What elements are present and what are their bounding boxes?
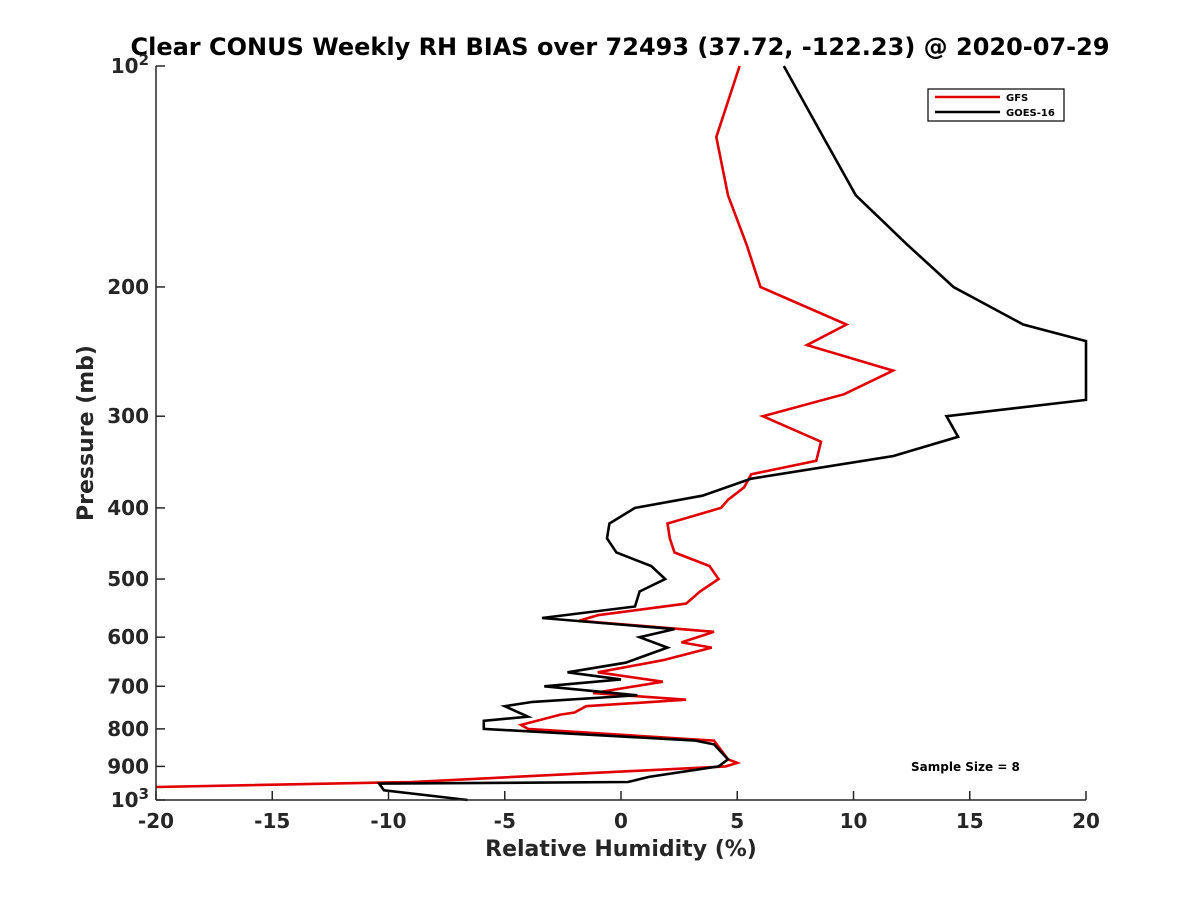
x-tick-label: 0 xyxy=(614,809,628,833)
x-axis-label: Relative Humidity (%) xyxy=(485,837,757,862)
legend-label-gfs: GFS xyxy=(1006,93,1028,104)
x-tick-label: 15 xyxy=(956,809,984,833)
y-tick-label: 900 xyxy=(107,754,149,778)
y-tick-label-top: 102 xyxy=(111,51,149,78)
x-tick-label: -5 xyxy=(494,809,516,833)
plot-area xyxy=(156,66,1086,800)
x-tick-label: -10 xyxy=(370,809,406,833)
x-axis-ticks: -20 -15 -10 -5 0 5 10 15 20 xyxy=(138,791,1100,833)
y-tick-label: 500 xyxy=(107,567,149,591)
x-tick-label: -15 xyxy=(254,809,290,833)
y-tick-label: 800 xyxy=(107,717,149,741)
y-tick-label: 700 xyxy=(107,674,149,698)
y-tick-label: 200 xyxy=(107,275,149,299)
series-line-gfs xyxy=(155,65,897,789)
legend-label-goes16: GOES-16 xyxy=(1006,108,1055,119)
series-line-goes16 xyxy=(376,65,1088,802)
x-tick-label: 10 xyxy=(840,809,868,833)
y-tick-label: 300 xyxy=(107,404,149,428)
legend-box xyxy=(927,88,1065,122)
x-tick-label: -20 xyxy=(138,809,174,833)
x-tick-label: 20 xyxy=(1072,809,1100,833)
y-tick-label-bottom: 103 xyxy=(111,785,149,812)
chart-title: Clear CONUS Weekly RH BIAS over 72493 (3… xyxy=(130,33,1109,61)
y-tick-label: 400 xyxy=(107,496,149,520)
y-axis-ticks: 200 300 400 500 600 700 800 900 102 103 xyxy=(107,51,165,812)
legend: GFS GOES-16 xyxy=(927,88,1065,122)
y-tick-label: 600 xyxy=(107,625,149,649)
y-axis-label: Pressure (mb) xyxy=(74,345,99,521)
sample-size-annotation: Sample Size = 8 xyxy=(911,760,1020,774)
x-tick-label: 5 xyxy=(730,809,744,833)
series-layer xyxy=(155,65,1088,802)
